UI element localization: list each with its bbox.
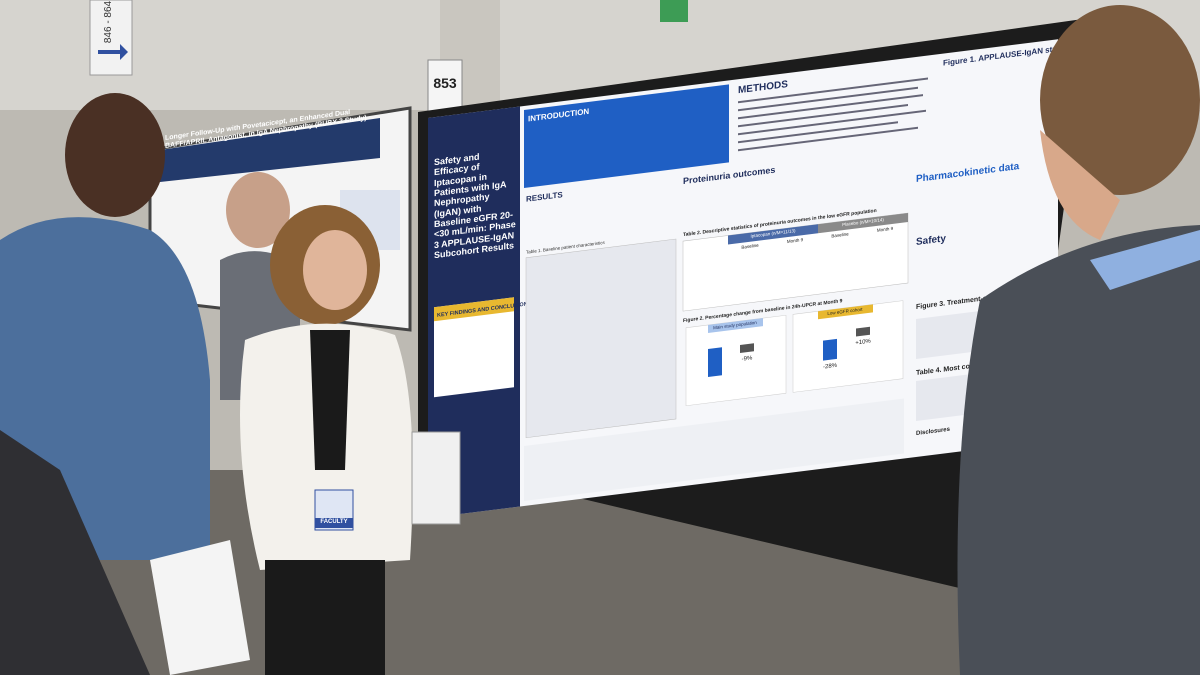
person-collar — [1090, 230, 1200, 290]
disclosures-heading: Disclosures — [916, 427, 951, 437]
left-poster-header — [160, 118, 380, 182]
table2-header: Month 9 — [877, 226, 894, 233]
figure2-label: +10% — [855, 339, 871, 347]
aisle-sign — [89, 0, 133, 76]
exit-sign — [660, 0, 688, 22]
table2-header: Baseline — [741, 243, 759, 250]
figure2-label: -28% — [823, 363, 838, 371]
person-top — [310, 330, 350, 470]
safety-heading: Safety — [916, 233, 946, 248]
table2-header-bg — [818, 213, 908, 234]
backpack — [0, 430, 150, 675]
table2-header: Baseline — [831, 231, 849, 238]
figure2-label: -9% — [742, 355, 753, 362]
board-sign — [427, 59, 463, 113]
text-line — [738, 94, 923, 120]
handout — [150, 540, 250, 675]
person-face — [303, 230, 367, 310]
figure2-bar — [740, 343, 754, 353]
table1 — [525, 238, 677, 439]
text-line — [738, 86, 918, 112]
person-hair — [1040, 5, 1200, 195]
main-poster: Safety and Efficacy of Iptacopan in Pati… — [428, 39, 1067, 518]
figure2-group: Low eGFR cohort — [827, 307, 863, 316]
figure2-bar — [823, 338, 837, 361]
poster-title-box: Safety and Efficacy of Iptacopan in Pati… — [434, 151, 516, 261]
aisle-number: 846 - 864 — [103, 0, 114, 43]
arrow — [98, 44, 128, 60]
figure2-bar — [856, 326, 870, 337]
text-line — [738, 121, 898, 144]
text-line — [738, 77, 928, 104]
badge-band — [315, 518, 353, 528]
poster-title: Safety and Efficacy of Iptacopan in Pati… — [434, 151, 516, 261]
text-line — [738, 126, 918, 152]
table2-header: Month 9 — [787, 237, 804, 244]
key-findings-box — [434, 297, 514, 398]
person-head — [226, 172, 290, 248]
references — [524, 398, 904, 501]
methods-lines — [738, 77, 928, 152]
person-pants — [265, 560, 385, 675]
text-line — [738, 104, 908, 128]
table2-header: Placebo (n/M=10/14) — [842, 217, 884, 227]
badge-role: FACULTY — [320, 519, 347, 525]
figure2-group-bg — [818, 304, 873, 320]
handout-stand — [411, 431, 461, 525]
key-findings-header — [434, 297, 514, 322]
table2-header: Iptacopan (n/M=11/13) — [751, 228, 796, 239]
person-head — [65, 93, 165, 217]
table2-header-bg — [728, 224, 818, 245]
figure2-group-bg — [708, 318, 763, 333]
text-line — [738, 109, 926, 136]
introduction-box — [524, 84, 729, 188]
board-number: 853 — [433, 75, 457, 91]
figure2-group: Main study population — [713, 320, 757, 330]
figure2-bar — [708, 347, 722, 377]
person-face — [1040, 130, 1120, 240]
person-jacket — [957, 225, 1200, 675]
